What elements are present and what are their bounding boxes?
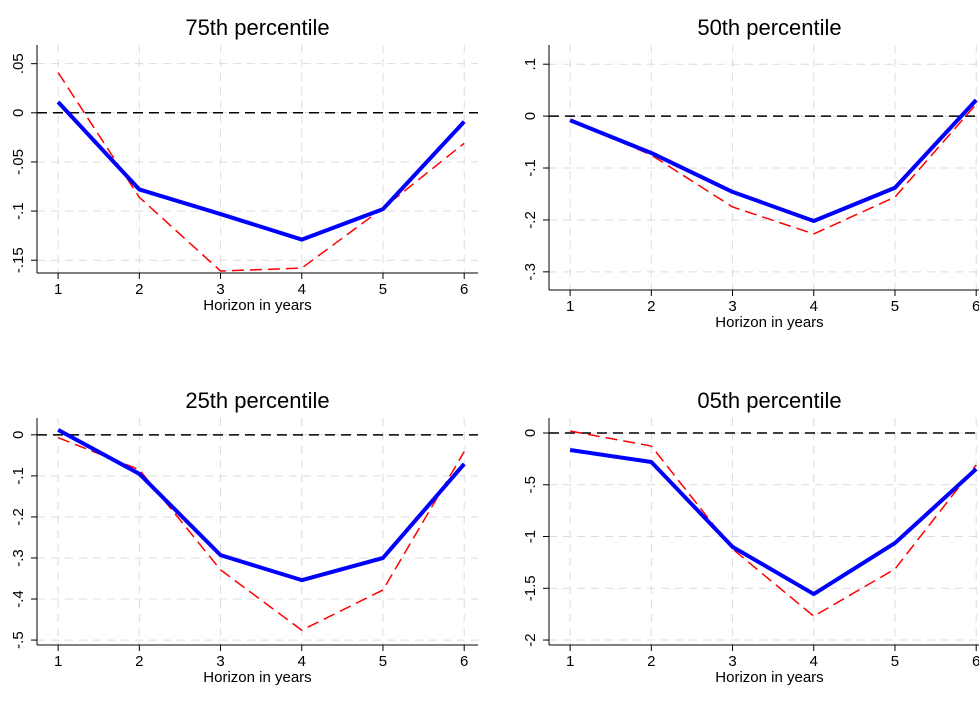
- x-tick-label: 4: [298, 653, 306, 670]
- x-tick-label: 3: [216, 653, 224, 670]
- x-tick-label: 5: [379, 653, 387, 670]
- panel: 75th percentile -.15 -.1 -.05 0 .05 1 2 3 4 5 6 Hori…: [10, 15, 478, 314]
- x-tick-label: 6: [972, 298, 979, 315]
- y-tick-label: 0: [10, 431, 27, 439]
- panel: 25th percentile -.5 -.4 -.3 -.2 -.1 0 1 2 3 4 5 6 Hor…: [10, 388, 478, 686]
- x-tick-label: 5: [379, 281, 387, 298]
- solid-line: [56, 100, 466, 242]
- panel-title: 75th percentile: [185, 15, 329, 40]
- y-tick-label: -.2: [10, 508, 27, 526]
- x-tick-label: 5: [891, 298, 899, 315]
- dashed-line: [569, 103, 977, 235]
- y-tick-label: -.05: [10, 149, 27, 175]
- dashed-line: [57, 72, 465, 272]
- y-tick-label: -.5: [522, 476, 539, 494]
- y-tick-label: -1.5: [522, 575, 539, 601]
- y-tick-label: -.15: [10, 247, 27, 273]
- y-tick-label: 0: [522, 429, 539, 437]
- panel-title: 50th percentile: [697, 15, 841, 40]
- x-tick-label: 6: [972, 653, 979, 670]
- panel: 05th percentile -2 -1.5 -1 -.5 0 1 2 3 4 5 6 Horizon…: [522, 388, 979, 686]
- panel-title: 05th percentile: [697, 388, 841, 413]
- x-tick-label: 2: [135, 281, 143, 298]
- x-tick-label: 2: [647, 653, 655, 670]
- y-tick-label: .05: [10, 53, 27, 74]
- x-axis-label: Horizon in years: [203, 297, 311, 314]
- y-tick-label: -.3: [522, 263, 539, 281]
- panel: 50th percentile -.3 -.2 -.1 0 .1 1 2 3 4 5 6 Horizon…: [522, 15, 979, 331]
- y-tick-label: -1: [522, 530, 539, 543]
- x-tick-label: 4: [810, 653, 818, 670]
- solid-line: [569, 98, 978, 223]
- y-tick-label: -.3: [10, 549, 27, 567]
- y-tick-label: -.5: [10, 631, 27, 649]
- y-tick-label: -.4: [10, 590, 27, 608]
- x-tick-label: 2: [135, 653, 143, 670]
- y-tick-label: -.1: [522, 159, 539, 177]
- y-tick-label: .1: [522, 58, 539, 71]
- x-tick-label: 3: [216, 281, 224, 298]
- y-tick-label: 0: [10, 109, 27, 117]
- y-tick-label: -2: [522, 633, 539, 646]
- y-tick-label: -.2: [522, 211, 539, 229]
- x-tick-label: 3: [728, 298, 736, 315]
- x-tick-label: 6: [460, 653, 468, 670]
- x-tick-label: 4: [810, 298, 818, 315]
- x-axis-label: Horizon in years: [715, 669, 823, 686]
- dashed-line: [569, 430, 977, 617]
- x-tick-label: 1: [566, 653, 574, 670]
- x-tick-label: 5: [891, 653, 899, 670]
- x-tick-label: 1: [566, 298, 574, 315]
- x-tick-label: 3: [728, 653, 736, 670]
- x-tick-label: 6: [460, 281, 468, 298]
- solid-line: [569, 448, 978, 597]
- x-tick-label: 4: [298, 281, 306, 298]
- x-tick-label: 2: [647, 298, 655, 315]
- x-tick-label: 1: [54, 281, 62, 298]
- x-axis-label: Horizon in years: [203, 669, 311, 686]
- y-tick-label: 0: [522, 112, 539, 120]
- y-tick-label: -.1: [10, 202, 27, 220]
- x-tick-label: 1: [54, 653, 62, 670]
- y-tick-label: -.1: [10, 467, 27, 485]
- x-axis-label: Horizon in years: [715, 314, 823, 331]
- solid-line: [57, 428, 466, 583]
- panel-title: 25th percentile: [185, 388, 329, 413]
